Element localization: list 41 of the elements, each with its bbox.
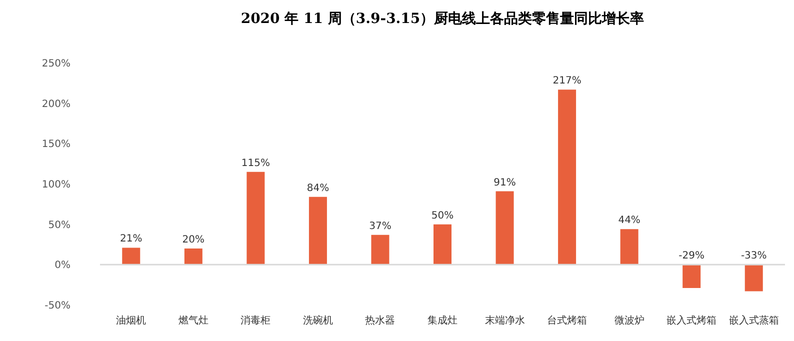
bar [496,191,514,265]
bar [744,264,763,292]
bar [558,90,576,265]
bar [434,224,452,265]
bar [682,264,701,288]
y-tick-label: 250% [42,58,70,70]
data-label: 21% [120,234,142,245]
x-tick-label: 微波炉 [614,314,644,326]
x-tick-label: 嵌入式蒸箱 [728,314,779,326]
x-tick-label: 台式烤箱 [547,314,588,326]
y-tick-label: 100% [42,180,70,190]
data-label: -29% [678,250,705,262]
bar [122,248,140,265]
data-label: 44% [618,215,640,226]
y-tick-label: 50% [48,220,70,231]
bar [184,248,202,265]
bar [308,196,327,265]
data-label: 91% [494,177,516,188]
data-label: 115% [241,158,270,169]
data-label: 84% [306,182,330,194]
y-tick-label: 150% [42,139,70,150]
data-label: 20% [182,234,205,246]
x-tick-label: 嵌入式烤箱 [666,314,717,326]
x-tick-label: 集成灶 [428,314,458,326]
x-tick-label: 燃气灶 [178,314,208,326]
x-tick-label: 油烟机 [116,314,146,326]
bar [620,229,638,265]
y-tick-label: 200% [42,98,70,110]
data-label: -33% [740,250,767,262]
y-tick-label: -50% [44,300,70,312]
data-label: 217% [552,76,582,87]
data-label: 37% [369,220,392,232]
bar [246,172,265,265]
x-tick-label: 消毒柜 [240,314,271,326]
x-tick-label: 热水器 [365,314,396,326]
x-tick-label: 末端净水 [484,314,525,326]
x-tick-label: 洗碗机 [302,314,333,326]
chart-title: 2020 年 11 周（3.9-3.15）厨电线上各品类零售量同比增长率 [240,10,644,27]
data-label: 50% [431,210,454,222]
bar [371,234,390,265]
y-tick-label: 0% [54,260,70,272]
